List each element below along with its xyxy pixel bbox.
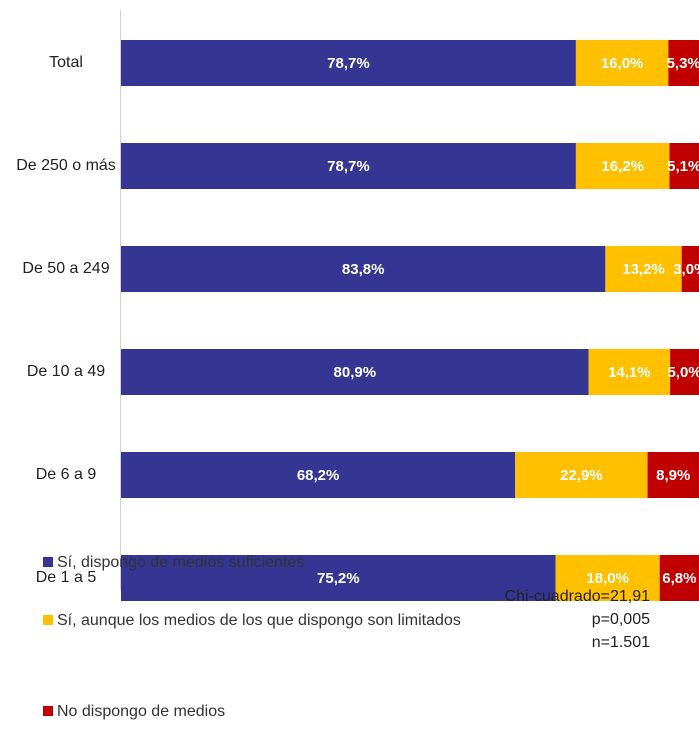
bar-segment: [588, 349, 671, 395]
bar-segment: [121, 452, 516, 498]
annotation: n=1.501: [591, 634, 650, 651]
bar-segment: [121, 246, 606, 292]
bar-segment: [515, 452, 648, 498]
bar-segment: [669, 143, 699, 189]
bar-segment: [681, 246, 699, 292]
category-label: De 250 o más: [16, 157, 116, 174]
legend-label: No dispongo de medios: [57, 703, 226, 720]
data-label: 8,9%: [656, 467, 690, 484]
data-label: 75,2%: [317, 570, 360, 587]
data-label: 78,7%: [327, 158, 370, 175]
data-label: 18,0%: [586, 570, 629, 587]
data-label: 16,2%: [601, 158, 644, 175]
legend-swatch: [43, 615, 53, 625]
bar-segment: [670, 349, 699, 395]
bar-segment: [575, 143, 670, 189]
category-label: Total: [49, 54, 83, 71]
data-label: 3,0%: [673, 261, 699, 278]
category-label: De 1 a 5: [35, 569, 97, 586]
legend-label: Sí, aunque los medios de los que dispong…: [57, 612, 461, 629]
data-label: 68,2%: [297, 467, 340, 484]
data-label: 16,0%: [601, 55, 644, 72]
data-label: 5,0%: [667, 364, 699, 381]
legend-swatch: [43, 706, 53, 716]
bar-segment: [121, 349, 589, 395]
data-label: 78,7%: [327, 55, 370, 72]
data-label: 13,2%: [622, 261, 665, 278]
bar-segment: [575, 40, 669, 86]
annotation: Chi-cuadrado=21,91: [504, 588, 650, 605]
category-label: De 6 a 9: [35, 466, 97, 483]
data-label: 5,1%: [667, 158, 699, 175]
bar-segment: [647, 452, 699, 498]
annotation: p=0,005: [591, 611, 650, 628]
bar-segment: [121, 555, 556, 601]
bar-segment: [121, 40, 576, 86]
data-label: 80,9%: [334, 364, 377, 381]
data-label: 22,9%: [560, 467, 603, 484]
category-label: De 50 a 249: [22, 260, 110, 277]
data-label: 6,8%: [662, 570, 696, 587]
legend-label: Sí, dispongo de medios suficientes: [57, 554, 305, 571]
bar-segment: [121, 143, 576, 189]
bar-segment: [555, 555, 660, 601]
category-label: De 10 a 49: [26, 363, 106, 380]
bar-segment: [668, 40, 699, 86]
data-label: 5,3%: [667, 55, 699, 72]
data-label: 83,8%: [342, 261, 385, 278]
legend-item: Sí, aunque los medios de los que dispong…: [43, 610, 473, 632]
legend-item: Sí, dispongo de medios suficientes: [43, 552, 643, 574]
legend-swatch: [43, 557, 53, 567]
legend-item: No dispongo de medios: [43, 701, 643, 723]
bar-segment: [659, 555, 699, 601]
bar-segment: [605, 246, 682, 292]
data-label: 14,1%: [608, 364, 651, 381]
